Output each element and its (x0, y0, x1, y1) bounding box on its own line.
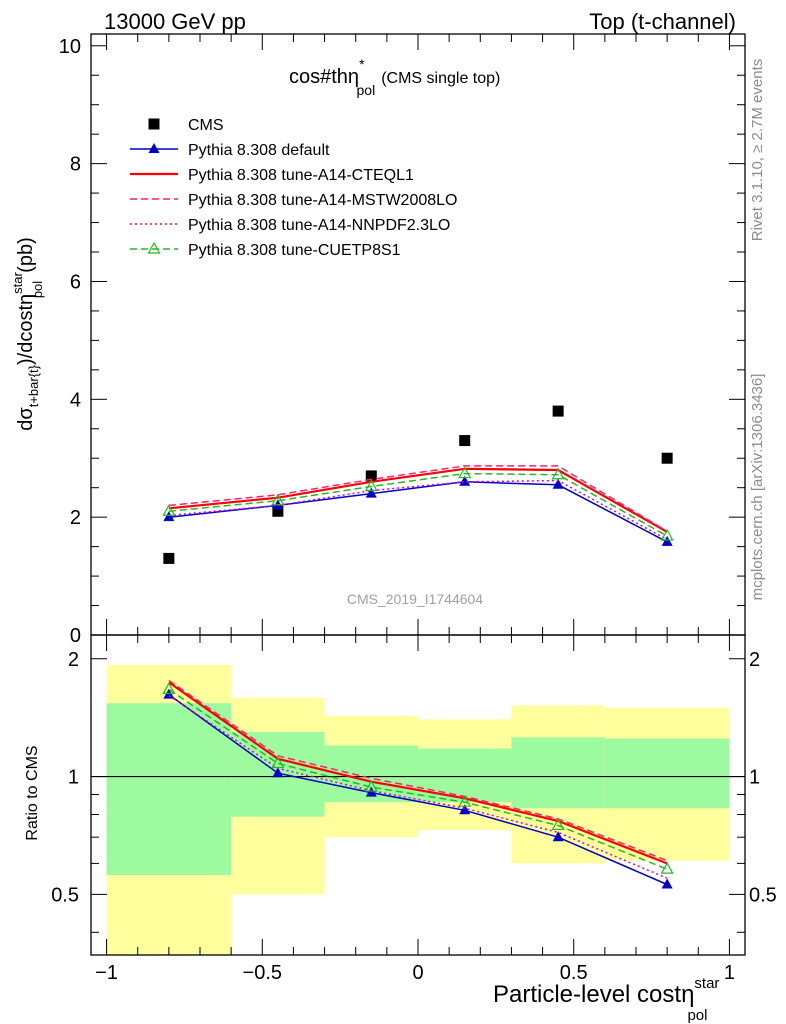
main-ylabel-a: dσ (15, 407, 37, 431)
main-point-0-0 (163, 552, 175, 564)
plot-title: cos#thη* pol (CMS single top) (289, 56, 500, 98)
ratio-band-green-4 (511, 737, 605, 809)
ratio-band-green-3 (418, 748, 512, 803)
ratio-ytick-label-left: 2 (68, 649, 79, 671)
main-ylabel-unit: (pb) (15, 237, 37, 273)
main-point-1-2 (365, 487, 377, 498)
ratio-xtick-label: 0 (412, 962, 423, 984)
main-ylabel-b: )/dcostη (15, 294, 37, 365)
ratio-xtick-label: −1 (95, 962, 118, 984)
ratio-point-4-3 (458, 794, 472, 807)
legend-label-0: CMS (188, 117, 224, 134)
main-ytick-label: 8 (70, 154, 81, 176)
ratio-ytick-label-right: 1 (749, 767, 760, 789)
legend: CMS Pythia 8.308 default Pythia 8.308 tune… (130, 117, 457, 259)
ratio-band-green-5 (604, 738, 730, 809)
ratio-xlabel-sub: pol (687, 1007, 707, 1024)
ratio-panel: 0.5 0.5 1 1 2 2 −1 −0.5 0 0.5 1 Ratio to CMS Part… (24, 634, 777, 1024)
ratio-point-4-2 (364, 779, 378, 792)
main-point-5-4 (551, 467, 565, 480)
main-point-0-4 (552, 405, 564, 417)
main-ytick-label: 6 (70, 271, 81, 293)
main-point-1-0 (163, 511, 175, 522)
plot-title-sub: pol (357, 82, 376, 98)
ratio-xlabel: Particle-level costηstar pol (493, 975, 719, 1024)
legend-marker-0 (148, 118, 160, 130)
ratio-point-0-3 (459, 804, 471, 815)
ratio-series-line-4 (168, 688, 668, 870)
main-point-5-5 (660, 528, 674, 541)
side-label-rivet: Rivet 3.1.10, ≥ 2.7M events (749, 59, 766, 242)
main-ylabel-b-sup: star (10, 272, 25, 294)
main-series-line-1 (168, 481, 668, 543)
ratio-xtick-label: 1 (724, 962, 735, 984)
legend-label-3: Pythia 8.308 tune-A14-MSTW2008LO (188, 192, 457, 209)
ratio-point-4-1 (271, 756, 285, 769)
main-point-1-5 (661, 535, 673, 546)
watermark: CMS_2019_I1744604 (347, 591, 483, 607)
ratio-point-4-0 (162, 682, 176, 695)
header-left: 13000 GeV pp (104, 9, 246, 34)
main-point-5-2 (364, 479, 378, 492)
legend-marker-5 (147, 241, 161, 254)
ratio-ytick-label-left: 1 (68, 767, 79, 789)
main-point-0-1 (272, 505, 284, 517)
ratio-xtick-label: 0.5 (560, 962, 588, 984)
main-point-5-3 (458, 466, 472, 479)
ratio-xlabel-sup: star (694, 975, 719, 992)
main-series-line-5 (168, 472, 668, 537)
main-ylabel-a-sub: t+bar{t} (26, 364, 41, 407)
ratio-series-line-1 (168, 681, 668, 865)
main-point-5-1 (271, 493, 285, 506)
main-ytick-label: 10 (59, 36, 81, 58)
header-right: Top (t-channel) (589, 9, 736, 34)
main-point-1-4 (552, 478, 564, 489)
ratio-point-0-5 (661, 878, 673, 889)
main-ytick-label: 2 (70, 507, 81, 529)
main-series-line-2 (168, 467, 668, 533)
main-point-5-0 (162, 504, 176, 516)
ratio-ytick-label-right: 2 (749, 649, 760, 671)
legend-label-5: Pythia 8.308 tune-CUETP8S1 (188, 242, 401, 259)
ratio-band-green-0 (106, 703, 232, 876)
ratio-xtick-label: −0.5 (243, 962, 282, 984)
ratio-point-0-1 (272, 767, 284, 778)
main-point-1-3 (459, 475, 471, 486)
legend-label-4: Pythia 8.308 tune-A14-NNPDF2.3LO (188, 217, 450, 234)
ratio-series-line-2 (168, 679, 668, 862)
ratio-ylabel: Ratio to CMS (24, 745, 41, 840)
ratio-point-0-4 (552, 831, 564, 842)
main-series-line-4 (168, 479, 668, 541)
plot-title-suffix: (CMS single top) (381, 70, 500, 87)
plot-title-sup: * (359, 56, 365, 72)
ratio-point-4-4 (551, 818, 565, 831)
main-ytick-label: 0 (70, 625, 81, 647)
main-panel: 0 2 4 6 8 10 CMS_2019_I1744604 cos#thη* pol (CM… (10, 33, 746, 647)
main-ylabel: dσt+bar{t})/dcostηstar pol (pb) (10, 237, 45, 431)
plot-title-main: cos#thη (289, 66, 359, 88)
ratio-series-line-0 (168, 693, 668, 886)
ratio-ytick-label-left: 0.5 (51, 884, 79, 906)
main-point-0-3 (459, 435, 471, 447)
main-point-0-2 (365, 470, 377, 482)
main-ylabel-b-sub: pol (30, 281, 45, 298)
legend-label-2: Pythia 8.308 tune-A14-CTEQL1 (188, 167, 414, 184)
ratio-xlabel-main: Particle-level costη (493, 981, 694, 1008)
ratio-ytick-label-right: 0.5 (749, 884, 777, 906)
legend-label-1: Pythia 8.308 default (188, 142, 330, 159)
main-series-line-3 (168, 465, 668, 532)
main-point-0-5 (661, 452, 673, 464)
side-label-mcplots: mcplots.cern.ch [arXiv:1306.3436] (749, 374, 766, 601)
ratio-point-4-5 (660, 861, 674, 874)
main-ytick-label: 4 (70, 389, 81, 411)
legend-marker-1 (148, 143, 160, 153)
